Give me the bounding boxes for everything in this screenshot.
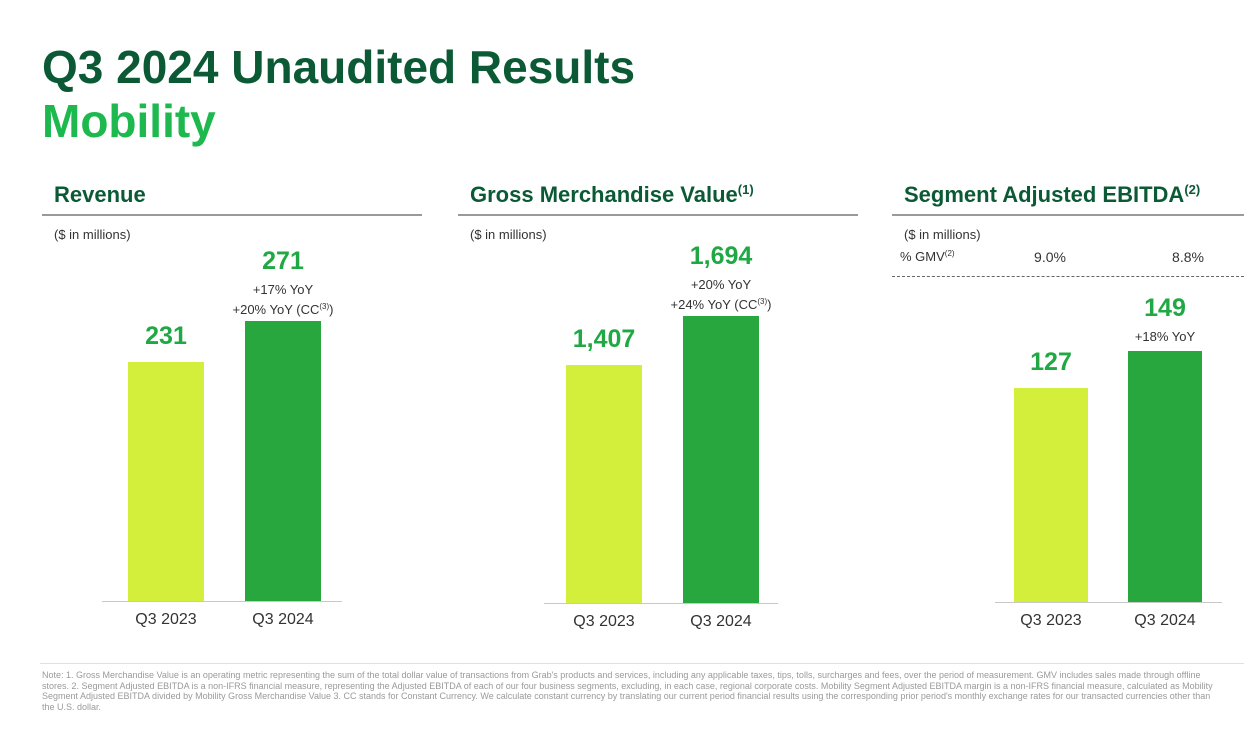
data-label: 1,407: [572, 324, 636, 353]
title-divider: [458, 214, 858, 216]
data-label: 127: [1030, 348, 1072, 377]
margin-label: % GMV(2): [900, 249, 955, 264]
x-axis-baseline: [995, 602, 1222, 603]
x-tick-label: Q3 2024: [690, 613, 752, 630]
growth-annotation: +24% YoY (CC(3)): [670, 297, 772, 312]
gmv-chart: Gross Merchandise Value(1) ($ in million…: [458, 180, 858, 640]
footnote: Note: 1. Gross Merchandise Value is an o…: [42, 670, 1213, 712]
data-label: 231: [145, 322, 187, 351]
chart-title: Revenue: [54, 182, 146, 207]
title-divider: [42, 214, 422, 216]
ebitda-chart: Segment Adjusted EBITDA(2) ($ in million…: [892, 180, 1244, 640]
units-label: ($ in millions): [904, 227, 981, 242]
bar-q3-2023: [566, 364, 642, 603]
footer-divider: [40, 663, 1244, 664]
growth-annotation: +18% YoY: [1134, 329, 1196, 344]
title-divider: [892, 214, 1244, 216]
bar-q3-2024: [683, 316, 759, 603]
x-tick-label: Q3 2023: [1020, 612, 1082, 629]
chart-title: Segment Adjusted EBITDA(2): [904, 182, 1201, 207]
x-axis-baseline: [102, 601, 342, 602]
growth-annotation: +17% YoY: [252, 282, 314, 297]
page-subtitle: Mobility: [42, 95, 216, 147]
units-label: ($ in millions): [54, 227, 131, 242]
growth-annotation: +20% YoY: [690, 277, 752, 292]
x-tick-label: Q3 2024: [252, 611, 314, 628]
data-label: 1,694: [689, 242, 753, 270]
x-tick-label: Q3 2023: [573, 613, 635, 630]
bar-q3-2023: [128, 362, 204, 601]
margin-divider: [892, 276, 1244, 277]
x-tick-label: Q3 2023: [135, 611, 197, 628]
units-label: ($ in millions): [470, 227, 547, 242]
revenue-chart: Revenue ($ in millions) Q3 2023 231 Q3 202…: [42, 180, 422, 640]
growth-annotation: +20% YoY (CC(3)): [232, 302, 334, 317]
x-axis-baseline: [544, 603, 778, 604]
x-tick-label: Q3 2024: [1134, 612, 1196, 629]
data-label: 271: [262, 247, 304, 275]
page-title: Q3 2024 Unaudited Results: [42, 41, 636, 93]
bar-q3-2024: [1128, 351, 1202, 602]
chart-title: Gross Merchandise Value(1): [470, 182, 754, 207]
bar-q3-2024: [245, 321, 321, 601]
data-label: 149: [1144, 294, 1186, 322]
bar-q3-2023: [1014, 388, 1088, 602]
margin-value-2023: 9.0%: [1034, 249, 1066, 265]
margin-value-2024: 8.8%: [1172, 249, 1204, 265]
